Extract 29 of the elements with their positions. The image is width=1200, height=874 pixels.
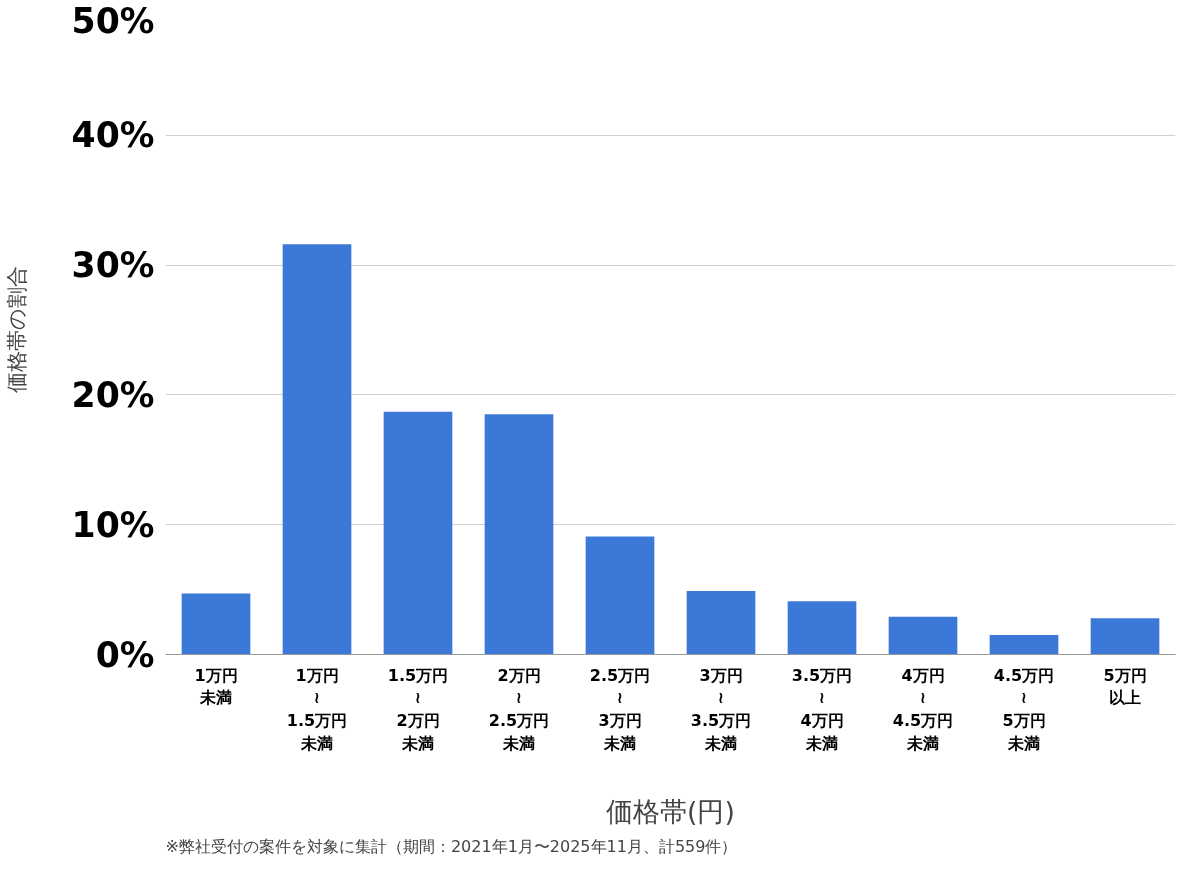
bar	[888, 616, 958, 655]
y-tick-label: 50%	[71, 0, 155, 41]
bar	[383, 411, 453, 655]
y-tick-label: 10%	[71, 504, 155, 545]
y-tick-label: 20%	[71, 374, 155, 415]
x-tick-label: 1万円≀1.5万円未満	[286, 665, 348, 753]
bar	[989, 635, 1059, 655]
text: ※弊社受付の案件を対象に集計（期間：2021年1月〜2025年11月、計559件）	[165, 836, 738, 856]
x-tick-label: 2万円≀2.5万円未満	[488, 665, 550, 753]
x-tick-label: 5万円以上	[1103, 665, 1147, 708]
y-tick-label: 40%	[71, 115, 155, 156]
bar	[686, 590, 756, 655]
x-axis-title: 価格帯(円)	[606, 795, 735, 827]
bar	[484, 414, 554, 655]
y-tick-label: 30%	[71, 245, 155, 286]
bar	[181, 593, 251, 655]
x-tick-label: 3.5万円≀4万円未満	[791, 665, 853, 753]
x-tick-label: 2.5万円≀3万円未満	[589, 665, 651, 753]
bar	[787, 601, 857, 655]
y-axis-title: 価格帯の割合	[3, 266, 29, 394]
bar	[1090, 618, 1160, 655]
x-tick-label: 1万円未満	[194, 665, 238, 708]
y-tick-label: 0%	[95, 634, 155, 675]
bar	[282, 244, 352, 655]
x-tick-label: 4.5万円≀5万円未満	[993, 665, 1055, 753]
bar	[585, 536, 655, 655]
x-tick-label: 3万円≀3.5万円未満	[690, 665, 752, 753]
x-tick-label: 4万円≀4.5万円未満	[892, 665, 954, 753]
x-tick-label: 1.5万円≀2万円未満	[387, 665, 449, 753]
